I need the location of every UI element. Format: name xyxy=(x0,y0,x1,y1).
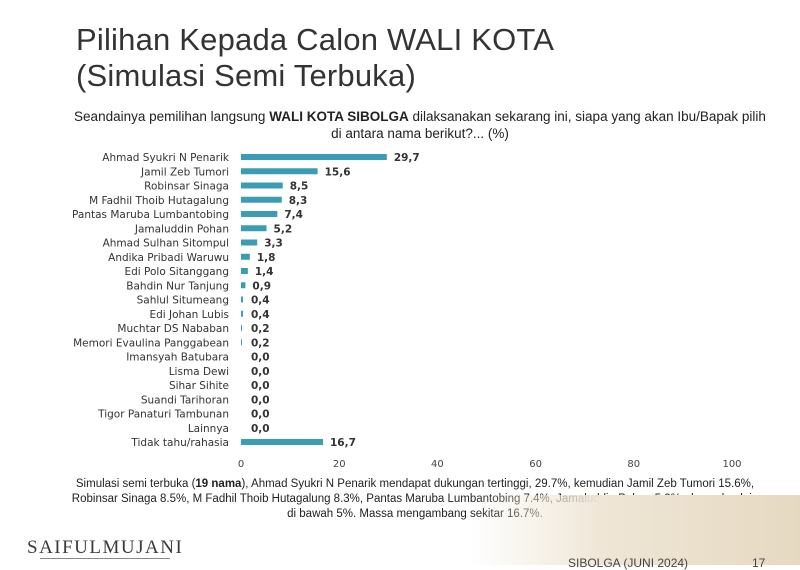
category-label: M Fadhil Thoib Hutagalung xyxy=(89,195,229,207)
value-label: 1,8 xyxy=(257,252,276,264)
x-tick-label: 100 xyxy=(722,459,741,470)
x-tick-label: 40 xyxy=(431,459,444,470)
value-label: 0,0 xyxy=(251,352,270,364)
x-tick-label: 0 xyxy=(238,459,244,470)
category-label: Bahdin Nur Tanjung xyxy=(126,280,229,292)
bar xyxy=(241,311,243,317)
category-label: Jamaluddin Pohan xyxy=(134,223,229,235)
value-label: 0,9 xyxy=(252,280,271,292)
bar xyxy=(241,297,243,303)
category-label: Edi Johan Lubis xyxy=(149,309,229,321)
category-label: Edi Polo Sitanggang xyxy=(125,266,230,278)
value-label: 0,4 xyxy=(251,295,270,307)
category-label: Jamil Zeb Tumori xyxy=(140,166,229,178)
value-label: 5,2 xyxy=(274,223,293,235)
category-label: Lisma Dewi xyxy=(169,366,229,378)
bar xyxy=(241,211,277,217)
value-label: 0,0 xyxy=(251,409,270,421)
bar xyxy=(241,168,318,174)
category-label: Muchtar DS Nababan xyxy=(117,323,229,335)
page-meta: SIBOLGA (JUNI 2024) xyxy=(568,556,688,570)
value-label: 15,6 xyxy=(325,166,351,178)
logo-underline xyxy=(40,558,170,565)
bar xyxy=(241,268,248,274)
footnote-text-pre: Simulasi semi terbuka ( xyxy=(76,478,196,490)
page-number: 17 xyxy=(752,556,765,570)
category-label: Sahlul Situmeang xyxy=(137,295,229,307)
bar xyxy=(241,225,267,231)
value-label: 0,0 xyxy=(251,394,270,406)
value-label: 7,4 xyxy=(284,209,303,221)
value-label: 1,4 xyxy=(255,266,274,278)
value-label: 3,3 xyxy=(264,238,283,250)
x-tick-label: 20 xyxy=(333,459,346,470)
category-label: Tidak tahu/rahasia xyxy=(130,437,229,449)
bar xyxy=(241,282,245,288)
category-label: Robinsar Sinaga xyxy=(144,181,229,193)
x-tick-label: 80 xyxy=(627,459,640,470)
value-label: 0,0 xyxy=(251,366,270,378)
bar xyxy=(241,183,283,189)
value-label: 8,5 xyxy=(290,181,309,193)
bar xyxy=(241,240,257,246)
value-label: 0,0 xyxy=(251,423,270,435)
value-label: 0,2 xyxy=(251,337,270,349)
category-label: Tigor Panaturi Tambunan xyxy=(97,409,229,421)
value-label: 0,0 xyxy=(251,380,270,392)
category-label: Andika Pribadi Waruwu xyxy=(108,252,229,264)
value-label: 8,3 xyxy=(289,195,308,207)
value-label: 29,7 xyxy=(394,152,420,164)
bar xyxy=(241,197,282,203)
category-label: Ahmad Sulhan Sitompul xyxy=(103,238,229,250)
category-label: Imansyah Batubara xyxy=(126,352,229,364)
bar xyxy=(241,154,387,160)
category-label: Memori Evaulina Panggabean xyxy=(73,337,229,349)
category-label: Ahmad Syukri N Penarik xyxy=(102,152,230,164)
bar xyxy=(241,254,250,260)
value-label: 0,2 xyxy=(251,323,270,335)
category-label: Suandi Tarihoran xyxy=(141,394,229,406)
category-label: Pantas Maruba Lumbantobing xyxy=(72,209,229,221)
x-tick-label: 60 xyxy=(529,459,542,470)
bar xyxy=(241,339,242,345)
value-label: 0,4 xyxy=(251,309,270,321)
value-label: 16,7 xyxy=(330,437,356,449)
bar xyxy=(241,325,242,331)
category-label: Sihar Sihite xyxy=(169,380,229,392)
saifulmujani-logo: SAIFULMUJANI xyxy=(27,537,183,559)
category-label: Lainnya xyxy=(188,423,229,435)
footer-decoration xyxy=(470,495,800,565)
bar xyxy=(241,439,323,445)
footnote-text-bold: 19 nama xyxy=(195,478,241,490)
